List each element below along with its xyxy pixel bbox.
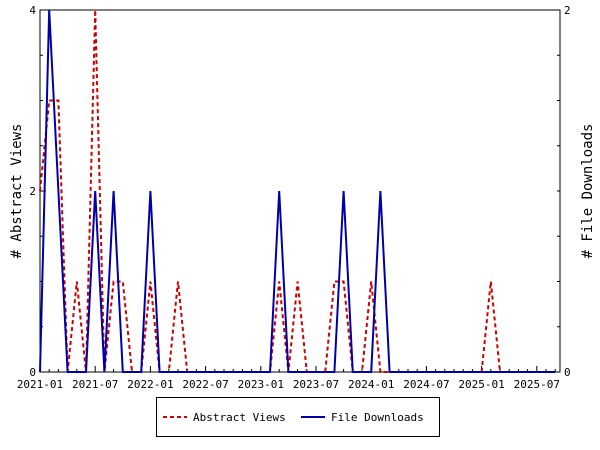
legend-swatch-abstract-views bbox=[163, 416, 187, 418]
legend-swatch-file-downloads bbox=[301, 416, 325, 418]
plot-frame bbox=[39, 9, 561, 373]
y-tick-label: 2 bbox=[29, 185, 36, 198]
x-tick-label: 2023-01 bbox=[238, 378, 284, 391]
y2-axis-title: # File Downloads bbox=[580, 124, 596, 259]
legend-label-abstract-views: Abstract Views bbox=[193, 410, 286, 424]
series-line-file-downloads bbox=[39, 9, 556, 373]
series-layer bbox=[39, 9, 556, 373]
y-axis-title: # Abstract Views bbox=[9, 124, 25, 259]
y2-tick-label: 2 bbox=[564, 4, 571, 17]
legend: Abstract Views File Downloads bbox=[156, 397, 440, 437]
legend-label-file-downloads: File Downloads bbox=[331, 410, 424, 424]
x-tick-label: 2021-07 bbox=[72, 378, 118, 391]
x-tick-label: 2025-07 bbox=[514, 378, 560, 391]
x-tick-label: 2025-01 bbox=[458, 378, 504, 391]
legend-item-file-downloads: File Downloads bbox=[301, 410, 424, 424]
x-tick-label: 2024-01 bbox=[348, 378, 394, 391]
series-line-abstract-views bbox=[39, 9, 556, 373]
ticks bbox=[39, 9, 560, 373]
y2-tick-label: 0 bbox=[564, 366, 571, 379]
y-tick-label: 4 bbox=[29, 4, 36, 17]
y-tick-label: 0 bbox=[29, 366, 36, 379]
x-tick-label: 2023-07 bbox=[293, 378, 339, 391]
x-tick-label: 2022-01 bbox=[127, 378, 173, 391]
x-tick-label: 2022-07 bbox=[182, 378, 228, 391]
x-tick-label: 2021-01 bbox=[17, 378, 63, 391]
x-tick-label: 2024-07 bbox=[403, 378, 449, 391]
tick-labels: 2021-01 2021-07 2022-01 2022-07 2023-01 2023-… bbox=[17, 4, 571, 391]
legend-item-abstract-views: Abstract Views bbox=[163, 410, 286, 424]
